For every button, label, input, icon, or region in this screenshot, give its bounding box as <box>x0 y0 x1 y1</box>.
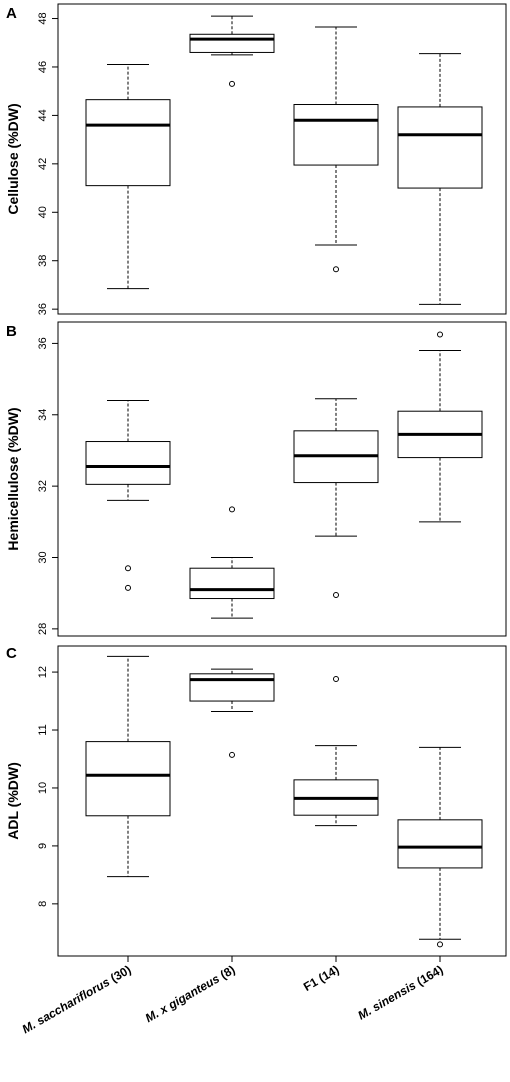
outlier-point <box>229 506 235 513</box>
y-tick-label: 9 <box>37 843 49 849</box>
box-2 <box>189 506 275 619</box>
species-name: M. sacchariflorus <box>20 975 113 1037</box>
plot-frame <box>57 645 507 957</box>
sample-count: F1 (14) <box>301 962 342 993</box>
box-3 <box>293 398 379 598</box>
y-tick-label: 40 <box>37 206 49 218</box>
iqr-box <box>397 106 483 189</box>
iqr-box <box>85 441 171 485</box>
outlier-point <box>333 266 339 273</box>
iqr-box <box>85 741 171 817</box>
panel-b: B Hemicellulose (%DW) 28 30 32 34 36 <box>5 321 507 637</box>
panel-c: C ADL (%DW) 8 9 10 11 12 M. sacchariflorus (30)… <box>5 645 507 1036</box>
box-3 <box>293 26 379 273</box>
panel-letter: C <box>6 645 17 662</box>
box-4 <box>397 746 483 948</box>
y-tick-label: 44 <box>37 109 49 121</box>
box-1 <box>85 400 171 591</box>
y-tick-label: 34 <box>37 409 49 421</box>
iqr-box <box>293 104 379 166</box>
y-tick-label: 32 <box>37 480 49 492</box>
box-1 <box>85 64 171 290</box>
box-4 <box>397 331 483 523</box>
y-tick-label: 42 <box>37 158 49 170</box>
outlier-point <box>437 331 443 338</box>
x-category-label: M. sinensis (164) <box>355 962 445 1022</box>
y-tick-label: 36 <box>37 303 49 315</box>
plot-frame <box>57 3 507 315</box>
box-1 <box>85 655 171 878</box>
y-tick-label: 30 <box>37 551 49 563</box>
y-axis-label: Hemicellulose (%DW) <box>5 407 21 550</box>
iqr-box <box>397 819 483 869</box>
box-2 <box>189 15 275 87</box>
y-tick-label: 12 <box>37 666 49 678</box>
y-axis-label: ADL (%DW) <box>5 762 21 840</box>
species-name: M. sinensis <box>355 978 418 1023</box>
y-tick-label: 28 <box>37 623 49 635</box>
panel-letter: B <box>6 323 17 340</box>
y-tick-label: 46 <box>37 61 49 73</box>
x-category-label: M. sacchariflorus (30) <box>20 962 134 1036</box>
outlier-point <box>125 584 131 591</box>
iqr-box <box>189 673 275 702</box>
box-2 <box>189 668 275 758</box>
y-tick-label: 10 <box>37 782 49 794</box>
y-tick-label: 36 <box>37 337 49 349</box>
sample-count: (30) <box>105 962 133 986</box>
y-tick-label: 11 <box>37 724 49 735</box>
sample-count: (164) <box>411 962 445 990</box>
outlier-point <box>333 591 339 598</box>
plot-frame <box>57 321 507 637</box>
y-tick-label: 8 <box>37 901 49 907</box>
x-category-label: F1 (14) <box>301 962 342 993</box>
y-tick-label: 38 <box>37 255 49 267</box>
outlier-point <box>229 751 235 758</box>
box-4 <box>397 53 483 305</box>
species-name: M. x giganteus <box>143 971 222 1025</box>
y-tick-label: 48 <box>37 12 49 24</box>
panel-a: A Cellulose (%DW) 36 38 40 42 44 46 48 <box>5 3 507 315</box>
y-axis-label: Cellulose (%DW) <box>5 103 21 214</box>
iqr-box <box>85 99 171 187</box>
outlier-point <box>125 565 131 572</box>
box-3 <box>293 676 379 827</box>
panel-letter: A <box>6 5 17 22</box>
outlier-point <box>229 80 235 87</box>
iqr-box <box>189 567 275 600</box>
outlier-point <box>333 676 339 683</box>
outlier-point <box>437 941 443 948</box>
x-category-label: M. x giganteus (8) <box>143 962 238 1025</box>
iqr-box <box>189 33 275 53</box>
